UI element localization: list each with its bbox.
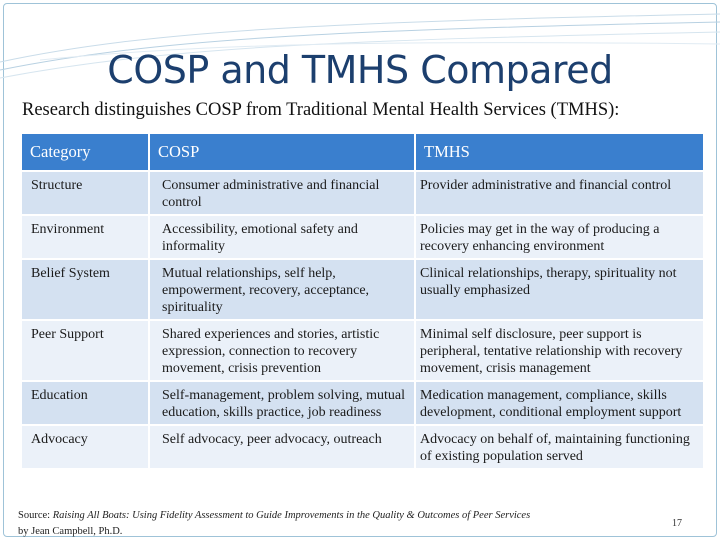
row-cosp: Consumer administrative and financial co… <box>149 170 416 215</box>
page-number: 17 <box>672 518 682 529</box>
row-tmhs: Minimal self disclosure, peer support is… <box>415 319 705 381</box>
row-tmhs: Policies may get in the way of producing… <box>415 214 705 259</box>
row-cosp: Self advocacy, peer advocacy, outreach <box>149 424 416 468</box>
table-row: Peer Support Shared experiences and stor… <box>22 319 705 381</box>
source-citation: Source: Raising All Boats: Using Fidelit… <box>18 508 658 540</box>
row-category: Belief System <box>22 258 150 320</box>
table-header-row: Category COSP TMHS <box>22 134 705 171</box>
table-row: Belief System Mutual relationships, self… <box>22 258 705 320</box>
table-row: Advocacy Self advocacy, peer advocacy, o… <box>22 424 705 468</box>
row-category: Advocacy <box>22 424 150 468</box>
source-prefix: Source: <box>18 510 53 521</box>
header-category: Category <box>22 134 150 171</box>
row-cosp: Shared experiences and stories, artistic… <box>149 319 416 381</box>
row-cosp: Accessibility, emotional safety and info… <box>149 214 416 259</box>
row-tmhs: Advocacy on behalf of, maintaining funct… <box>415 424 705 468</box>
table-row: Education Self-management, problem solvi… <box>22 380 705 425</box>
row-tmhs: Provider administrative and financial co… <box>415 170 705 215</box>
table-row: Structure Consumer administrative and fi… <box>22 170 705 215</box>
row-cosp: Self-management, problem solving, mutual… <box>149 380 416 425</box>
row-cosp: Mutual relationships, self help, empower… <box>149 258 416 320</box>
row-tmhs: Clinical relationships, therapy, spiritu… <box>415 258 705 320</box>
source-work-title: Raising All Boats: Using Fidelity Assess… <box>52 510 531 521</box>
slide-subtitle: Research distinguishes COSP from Traditi… <box>22 100 620 120</box>
row-category: Environment <box>22 214 150 259</box>
row-category: Structure <box>22 170 150 215</box>
row-category: Education <box>22 380 150 425</box>
decorative-swoosh <box>0 13 720 79</box>
row-tmhs: Medication management, compliance, skill… <box>415 380 705 425</box>
comparison-table: Category COSP TMHS Structure Consumer ad… <box>22 134 705 468</box>
slide-title: COSP and TMHS Compared <box>107 48 613 92</box>
source-author: by Jean Campbell, Ph.D. <box>18 526 123 537</box>
slide-border <box>3 3 717 537</box>
header-cosp: COSP <box>149 134 416 171</box>
header-tmhs: TMHS <box>415 134 705 171</box>
table-row: Environment Accessibility, emotional saf… <box>22 214 705 259</box>
row-category: Peer Support <box>22 319 150 381</box>
